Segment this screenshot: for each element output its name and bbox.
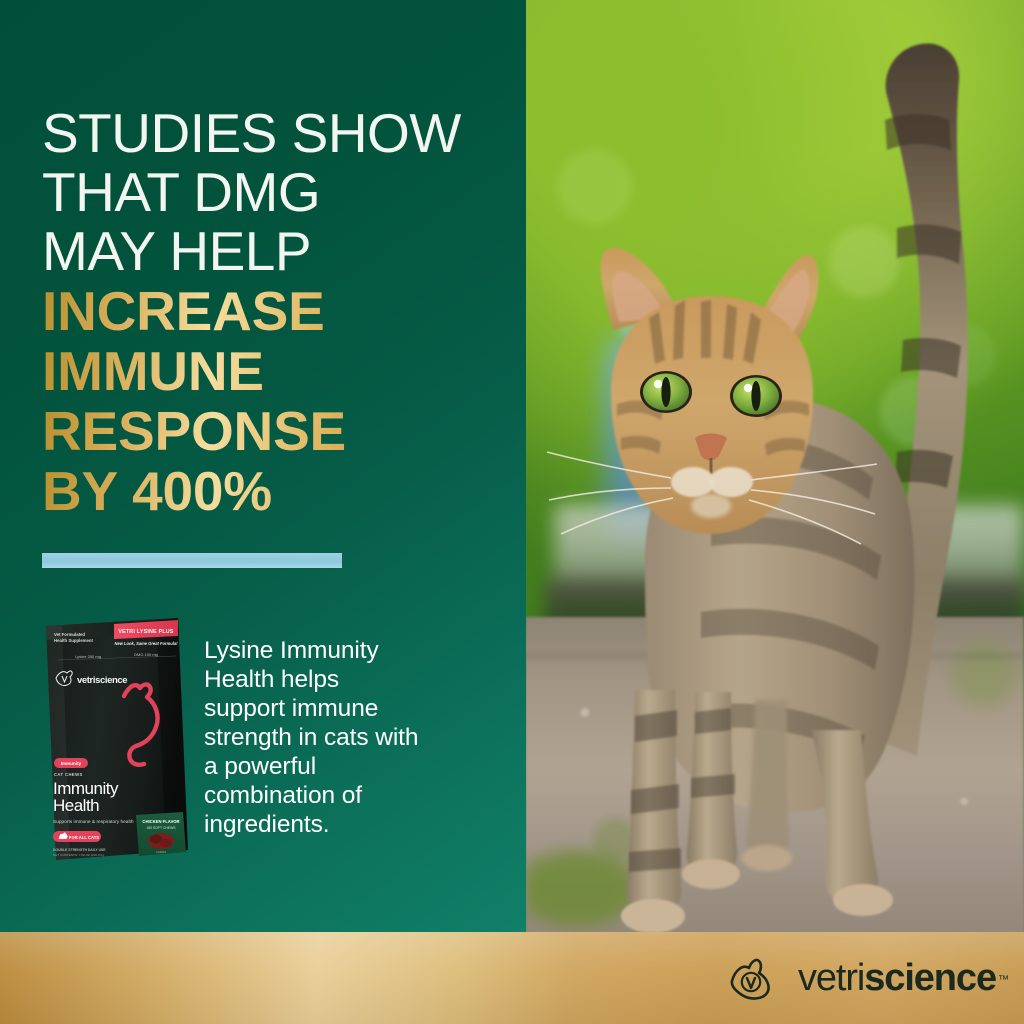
headline-gold-line-1: INCREASE xyxy=(42,281,494,341)
blue-divider-bar xyxy=(42,553,342,568)
pouch-flavor-line2: 180 SOFT CHEWS xyxy=(146,826,176,830)
cat-illustration xyxy=(525,0,1024,935)
pouch-vet-formulated-line2: Health Supplement xyxy=(54,638,93,643)
pouch-subtitle: Supports immune & respiratory health xyxy=(53,819,134,825)
headline-gold-line-2: IMMUNE xyxy=(42,341,494,401)
brand-wordmark-part1: vetri xyxy=(797,957,865,999)
cat-head-v-monogram-icon xyxy=(726,955,786,1001)
headline-line-3: MAY HELP xyxy=(42,220,312,282)
pouch-brand-name: vetriscience xyxy=(77,675,127,686)
pouch-title-line2: Health xyxy=(53,796,99,815)
brand-wordmark: vetriscience ™ xyxy=(797,957,1009,999)
trademark-symbol: ™ xyxy=(998,974,1009,986)
headline-block: STUDIES SHOW THAT DMG MAY HELP INCREASE … xyxy=(42,102,494,522)
pouch-flag-subtext: New Look, Same Great Formula! xyxy=(114,641,178,646)
gold-footer-bar: vetriscience ™ xyxy=(0,932,1024,1024)
pouch-flavor-line3: CHEWS xyxy=(156,850,167,854)
pouch-audience-badge: FOR ALL CATS xyxy=(69,835,99,840)
cat-photo xyxy=(525,0,1024,935)
pouch-flag-badge: VETRI LYSINE PLUS xyxy=(118,629,174,635)
headline-line-2: THAT DMG xyxy=(42,161,321,223)
headline-gold-line-3: RESPONSE xyxy=(42,401,494,461)
footer-sheen xyxy=(0,932,1024,1024)
pouch-dose-left: Lysine 250 mg xyxy=(75,654,101,659)
pouch-brand-logo xyxy=(55,670,73,686)
headline-gold-line-4: BY 400% xyxy=(42,461,494,521)
pouch-flavor-line1: CHICKEN FLAVOR xyxy=(142,819,179,824)
headline-line-1: STUDIES SHOW xyxy=(42,102,461,164)
pouch-footer-line2: NET CONTENTS: 7.62 OZ (216.0 G) xyxy=(53,853,104,857)
pouch-chew-image xyxy=(148,833,174,849)
body-copy: Lysine Immunity Health helps support imm… xyxy=(204,637,419,838)
pouch-title-line1: Immunity xyxy=(53,779,119,798)
pouch-footer-line1: DOUBLE STRENGTH DAILY USE xyxy=(53,848,106,852)
pouch-category-pill: Immunity xyxy=(61,761,82,766)
brand-wordmark-part2: science xyxy=(864,957,997,999)
brand-logo[interactable]: vetriscience ™ xyxy=(726,955,1009,1001)
product-pouch: Vet Formulated Health Supplement VETRI L… xyxy=(36,612,196,864)
pouch-eyebrow: CAT CHEWS xyxy=(54,772,83,777)
pouch-vet-formulated-line1: Vet Formulated xyxy=(54,632,85,637)
pouch-dose-right: DMG 100 mg xyxy=(134,652,158,657)
green-content-panel: STUDIES SHOW THAT DMG MAY HELP INCREASE … xyxy=(0,0,526,935)
